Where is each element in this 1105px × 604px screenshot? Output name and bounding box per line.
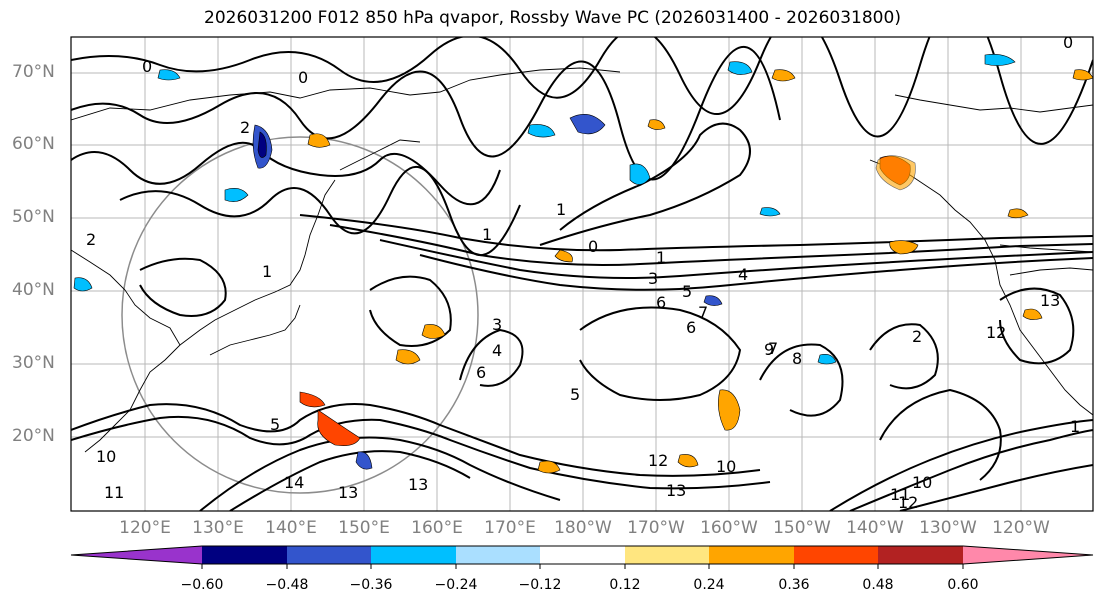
- positive-anomaly-shading: [299, 69, 1093, 474]
- contour-label: 6: [686, 318, 696, 337]
- contour-label: 12: [898, 493, 918, 512]
- latitude-label: 70°N: [12, 62, 55, 82]
- longitude-label: 150°E: [338, 518, 390, 538]
- contour-label: 0: [298, 68, 308, 87]
- contour-label: 5: [682, 282, 692, 301]
- colorbar-tick-label: 0.12: [609, 577, 641, 593]
- latitude-label: 60°N: [12, 134, 55, 154]
- contour-label: 0: [588, 237, 598, 256]
- contour-label: 2: [240, 118, 250, 137]
- longitude-label: 180°W: [554, 518, 612, 538]
- contour-label: 3: [648, 269, 658, 288]
- colorbar-tick-label: 0.60: [947, 577, 979, 593]
- map-title: 2026031200 F012 850 hPa qvapor, Rossby W…: [204, 8, 901, 28]
- colorbar-tick-label: 0.36: [778, 577, 810, 593]
- contour-label: 4: [738, 265, 748, 284]
- contour-label: 8: [792, 349, 802, 368]
- latitude-label: 30°N: [12, 353, 55, 373]
- contour-labels: 0 0 0 2 1 1 1 0 1 3 4 5 6 7 6 2 3 4 5 6 …: [86, 33, 1080, 512]
- colorbar-tick-label: −0.48: [265, 577, 309, 593]
- contour-label: 0: [1063, 33, 1073, 52]
- contour-label: 13: [666, 481, 686, 500]
- contour-label: 11: [890, 485, 910, 504]
- contour-label: 1: [656, 248, 666, 267]
- longitude-label: 140°W: [846, 518, 904, 538]
- contour-label: 5: [270, 415, 280, 434]
- contour-label: 10: [716, 457, 736, 476]
- longitude-label: 130°E: [192, 518, 244, 538]
- latitude-label: 20°N: [12, 426, 55, 446]
- contour-label: 7: [698, 303, 708, 322]
- longitude-label: 120°W: [992, 518, 1050, 538]
- contour-label: 2: [86, 230, 96, 249]
- contour-label: 12: [986, 323, 1006, 342]
- contour-label: 13: [338, 483, 358, 502]
- negative-anomaly-shading: [73, 54, 1016, 470]
- latitude-label: 40°N: [12, 280, 55, 300]
- contour-label: 1: [262, 262, 272, 281]
- contour-label: 1: [1070, 417, 1080, 436]
- contour-label: 2: [912, 327, 922, 346]
- longitude-label: 120°E: [119, 518, 171, 538]
- colorbar-tick-label: −0.24: [434, 577, 478, 593]
- longitude-label: 150°W: [773, 518, 831, 538]
- map-frame: [70, 36, 1094, 512]
- contour-label: 6: [476, 363, 486, 382]
- longitude-label: 160°W: [700, 518, 758, 538]
- contour-label: 0: [142, 57, 152, 76]
- colorbar-tick-label: 0.48: [862, 577, 894, 593]
- contour-label: 1: [556, 200, 566, 219]
- longitude-label: 130°W: [919, 518, 977, 538]
- coastlines: [71, 67, 1093, 453]
- longitude-label: 170°W: [627, 518, 685, 538]
- contour-label: 1: [482, 225, 492, 244]
- contour-label: 6: [656, 293, 666, 312]
- contour-label: 7: [768, 339, 778, 358]
- longitude-label: 160°E: [411, 518, 463, 538]
- contour-label: 4: [492, 341, 502, 360]
- contour-label: 12: [648, 451, 668, 470]
- contour-label: 11: [104, 483, 124, 502]
- colorbar-tick-label: −0.12: [518, 577, 562, 593]
- longitude-label: 170°E: [484, 518, 536, 538]
- contour-label: 10: [912, 473, 932, 492]
- contour-label: 14: [284, 473, 304, 492]
- colorbar-tick-label: 0.24: [693, 577, 725, 593]
- colorbar-tick-label: −0.36: [349, 577, 393, 593]
- contour-label: 3: [492, 315, 502, 334]
- latitude-label: 50°N: [12, 207, 55, 227]
- contour-label: 13: [408, 475, 428, 494]
- region-circle: [121, 136, 479, 494]
- contour-label: 13: [1040, 291, 1060, 310]
- colorbar-tick-label: −0.60: [180, 577, 224, 593]
- contour-label: 10: [96, 447, 116, 466]
- contour-label: 9: [764, 340, 774, 359]
- contour-label: 5: [570, 385, 580, 404]
- longitude-label: 140°E: [265, 518, 317, 538]
